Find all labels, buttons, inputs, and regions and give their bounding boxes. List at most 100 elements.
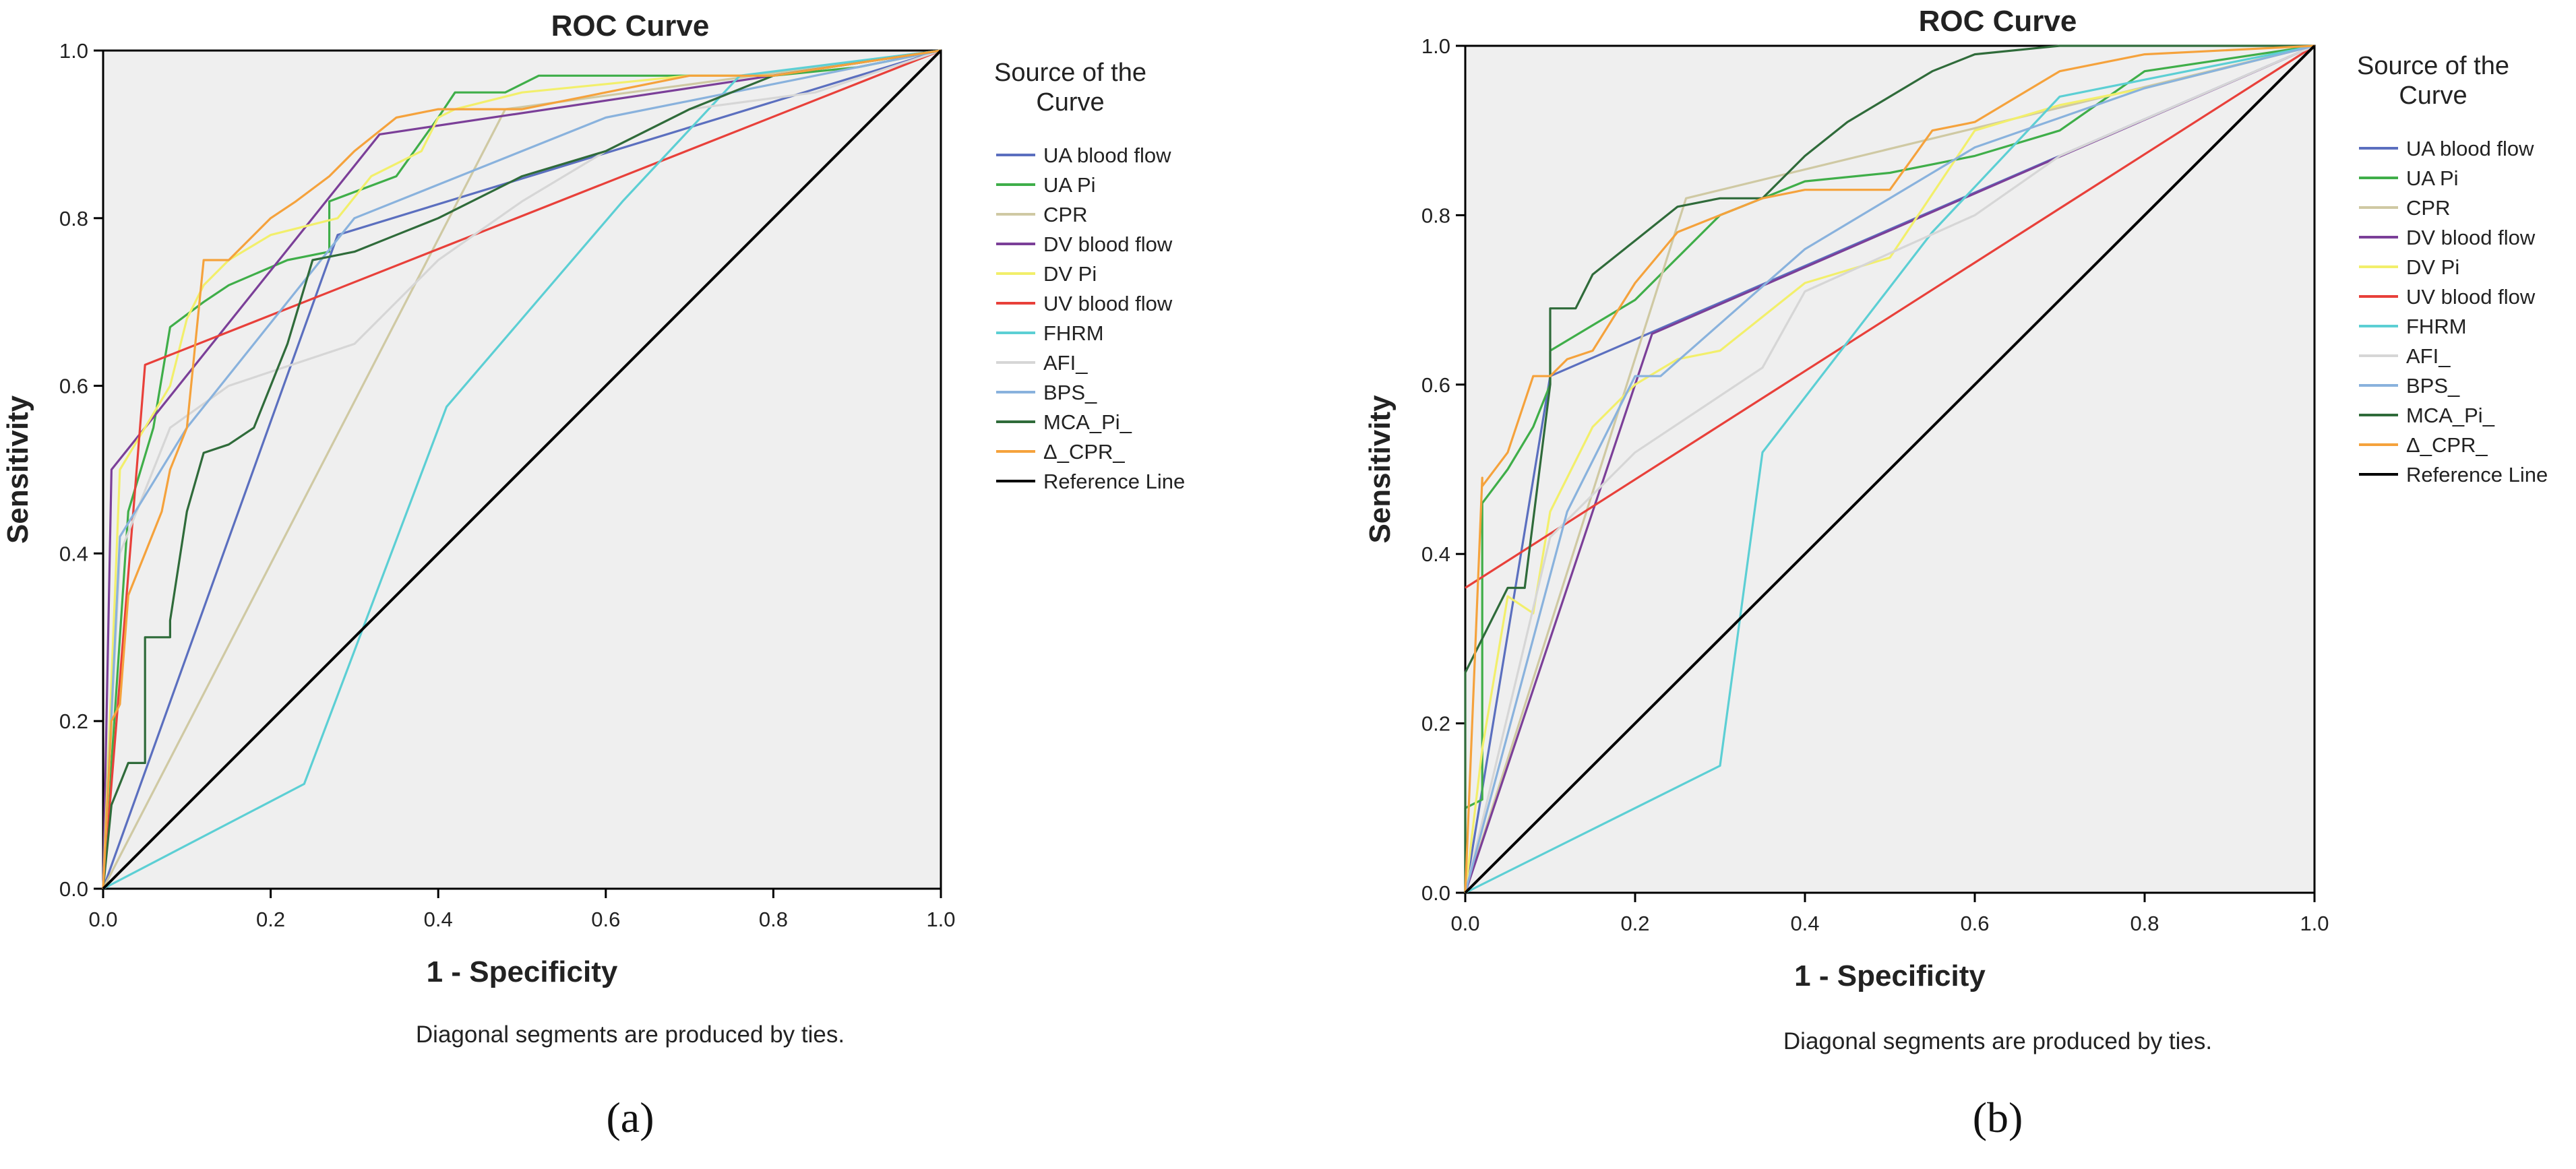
- legend-item: UV blood flow: [2359, 285, 2536, 309]
- legend-item: BPS_: [2359, 374, 2460, 398]
- legend-item: FHRM: [996, 321, 1104, 345]
- legend-label: FHRM: [1043, 321, 1104, 345]
- legend-item: UA Pi: [2359, 166, 2459, 190]
- series-line-dv-pi: [1464, 44, 2315, 893]
- series-lines: [1464, 44, 2316, 894]
- legend-item: MCA_Pi_: [996, 410, 1132, 434]
- series-line-cpr: [102, 49, 942, 889]
- series-line-ua-pi: [102, 49, 942, 889]
- x-tick-label: 0.2: [1620, 912, 1649, 935]
- legend-label: BPS_: [2406, 374, 2460, 398]
- legend-label: Δ_CPR_: [2406, 433, 2488, 457]
- legend-title: Source of the: [2357, 52, 2509, 80]
- y-tick-label: 0.6: [59, 375, 88, 398]
- x-axis-label: 1 - Specificity: [427, 955, 618, 988]
- legend-item: UV blood flow: [996, 292, 1173, 315]
- legend-label: MCA_Pi_: [2406, 404, 2495, 427]
- series-line-uv-blood-flow: [102, 49, 942, 889]
- x-tick-label: 0.6: [1960, 912, 1989, 935]
- series-line-mca-pi: [102, 49, 942, 889]
- legend-item: AFI_: [2359, 344, 2451, 368]
- series-line-afi: [102, 49, 942, 889]
- legend-item: UA Pi: [996, 173, 1096, 197]
- legend-label: UA blood flow: [2406, 137, 2534, 160]
- y-tick-label: 0.0: [59, 877, 88, 901]
- legend-item: CPR: [996, 203, 1087, 226]
- legend-label: DV Pi: [2406, 255, 2459, 279]
- y-tick-label: 0.2: [1421, 712, 1450, 736]
- series-line-fhrm: [102, 49, 942, 890]
- legend-item: Reference Line: [996, 470, 1185, 493]
- series-line-dv-blood-flow: [102, 49, 942, 889]
- series-line-fhrm: [1465, 44, 2315, 894]
- series-line-uv-blood-flow: [1465, 44, 2315, 589]
- series-line-reference-line: [1464, 44, 2316, 894]
- y-tick-label: 0.0: [1421, 881, 1450, 905]
- x-tick-label: 0.2: [256, 908, 285, 931]
- legend-title-line2: Curve: [2399, 82, 2467, 110]
- y-tick-label: 0.8: [1421, 203, 1450, 227]
- legend-item: BPS_: [996, 381, 1097, 404]
- chart-title: ROC Curve: [1919, 5, 2077, 38]
- legend-item: Reference Line: [2359, 463, 2548, 486]
- legend-item: UA blood flow: [996, 144, 1171, 167]
- y-tick-label: 0.4: [59, 542, 88, 565]
- legend-label: BPS_: [1043, 381, 1097, 404]
- legend-item: DV Pi: [996, 262, 1097, 286]
- x-axis-label: 1 - Specificity: [1794, 959, 1986, 992]
- y-tick-label: 0.8: [59, 207, 88, 230]
- panel-label: (b): [1973, 1094, 2023, 1141]
- legend-label: UV blood flow: [2406, 285, 2536, 309]
- series-line-bps: [102, 49, 942, 889]
- series-line-reference-line: [102, 49, 942, 890]
- legend-label: MCA_Pi_: [1043, 410, 1132, 434]
- legend-item: UA blood flow: [2359, 137, 2534, 160]
- y-axis-label: Sensitivity: [1363, 395, 1397, 544]
- legend-label: UA Pi: [2406, 166, 2459, 190]
- series-line-mca-pi: [1464, 44, 2314, 893]
- footnote: Diagonal segments are produced by ties.: [416, 1021, 845, 1048]
- legend-label: DV blood flow: [2406, 226, 2536, 249]
- legend-label: DV Pi: [1043, 262, 1097, 286]
- x-tick-label: 0.8: [2130, 912, 2159, 935]
- series-lines: [102, 49, 942, 890]
- chart-title: ROC Curve: [551, 9, 710, 42]
- legend-item: FHRM: [2359, 315, 2467, 338]
- series-line-bps: [1464, 44, 2315, 893]
- x-tick-label: 1.0: [2300, 912, 2329, 935]
- x-tick-label: 0.0: [1450, 912, 1479, 935]
- footnote: Diagonal segments are produced by ties.: [1783, 1028, 2212, 1054]
- legend-label: AFI_: [2406, 344, 2451, 368]
- y-tick-label: 0.6: [1421, 373, 1450, 397]
- legend-label: DV blood flow: [1043, 232, 1173, 256]
- legend-label: UA blood flow: [1043, 144, 1171, 167]
- legend-label: UA Pi: [1043, 173, 1096, 197]
- legend-item: CPR: [2359, 196, 2450, 220]
- legend-label: AFI_: [1043, 351, 1088, 375]
- legend-item: Δ_CPR_: [996, 440, 1125, 464]
- legend-item: AFI_: [996, 351, 1088, 375]
- series-line-cpr: [1464, 44, 2315, 893]
- y-tick-label: 1.0: [1421, 34, 1450, 58]
- legend-label: UV blood flow: [1043, 292, 1173, 315]
- legend-label: Reference Line: [1043, 470, 1185, 493]
- x-tick-label: 1.0: [926, 908, 955, 931]
- series-line-dv-pi: [102, 49, 942, 889]
- legend-item: MCA_Pi_: [2359, 404, 2495, 427]
- y-tick-label: 0.2: [59, 709, 88, 733]
- y-axis-label: Sensitivity: [1, 395, 34, 544]
- legend-item: Δ_CPR_: [2359, 433, 2488, 457]
- panel-label: (a): [606, 1094, 654, 1141]
- legend-title: Source of the: [994, 59, 1146, 87]
- legend-label: Δ_CPR_: [1043, 440, 1125, 464]
- legend-label: CPR: [1043, 203, 1087, 226]
- x-tick-label: 0.8: [759, 908, 788, 931]
- x-tick-label: 0.0: [88, 908, 117, 931]
- legend-item: DV Pi: [2359, 255, 2459, 279]
- x-tick-label: 0.6: [591, 908, 620, 931]
